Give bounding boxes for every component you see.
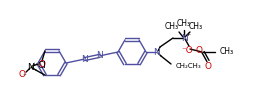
Text: O: O (195, 46, 203, 55)
Text: N: N (181, 34, 187, 43)
Text: CH₃: CH₃ (165, 22, 179, 31)
Text: Cl: Cl (38, 61, 47, 70)
Text: CH₃: CH₃ (177, 19, 191, 28)
Text: ⁻: ⁻ (22, 73, 26, 79)
Text: N: N (154, 48, 160, 56)
Text: +: + (185, 32, 191, 37)
Text: N: N (28, 63, 34, 72)
Text: ⁻O: ⁻O (181, 46, 193, 55)
Text: N: N (97, 51, 103, 60)
Text: CH₃: CH₃ (189, 22, 203, 31)
Text: N: N (81, 55, 88, 64)
Text: CH₃: CH₃ (220, 47, 234, 56)
Text: O: O (38, 60, 45, 69)
Text: O: O (205, 61, 211, 70)
Text: CH₂CH₃: CH₂CH₃ (176, 63, 202, 69)
Text: O: O (18, 70, 26, 79)
Text: +: + (31, 62, 37, 67)
